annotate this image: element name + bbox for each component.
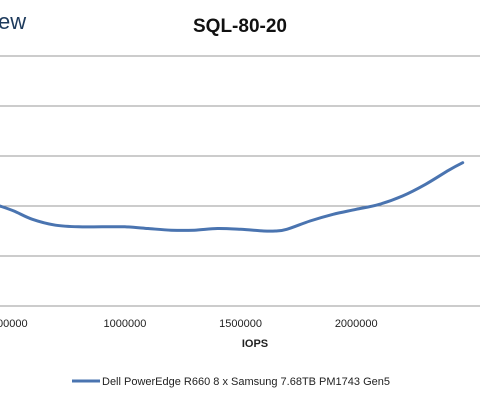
gridlines — [0, 55, 480, 307]
x-tick-label: 1000000 — [104, 318, 147, 330]
x-axis-title: IOPS — [242, 338, 268, 350]
series-line — [0, 161, 465, 233]
x-tick-label: 1500000 — [219, 318, 262, 330]
chart-title: SQL-80-20 — [193, 16, 287, 37]
logo-text: ew — [0, 9, 26, 34]
legend-label: Dell PowerEdge R660 8 x Samsung 7.68TB P… — [102, 376, 390, 388]
x-axis-ticks: 500000 1000000 1500000 2000000 — [0, 318, 378, 330]
x-tick-label: 2000000 — [335, 318, 378, 330]
legend: Dell PowerEdge R660 8 x Samsung 7.68TB P… — [72, 376, 390, 388]
series-lines — [0, 161, 465, 233]
x-tick-label: 500000 — [0, 318, 28, 330]
